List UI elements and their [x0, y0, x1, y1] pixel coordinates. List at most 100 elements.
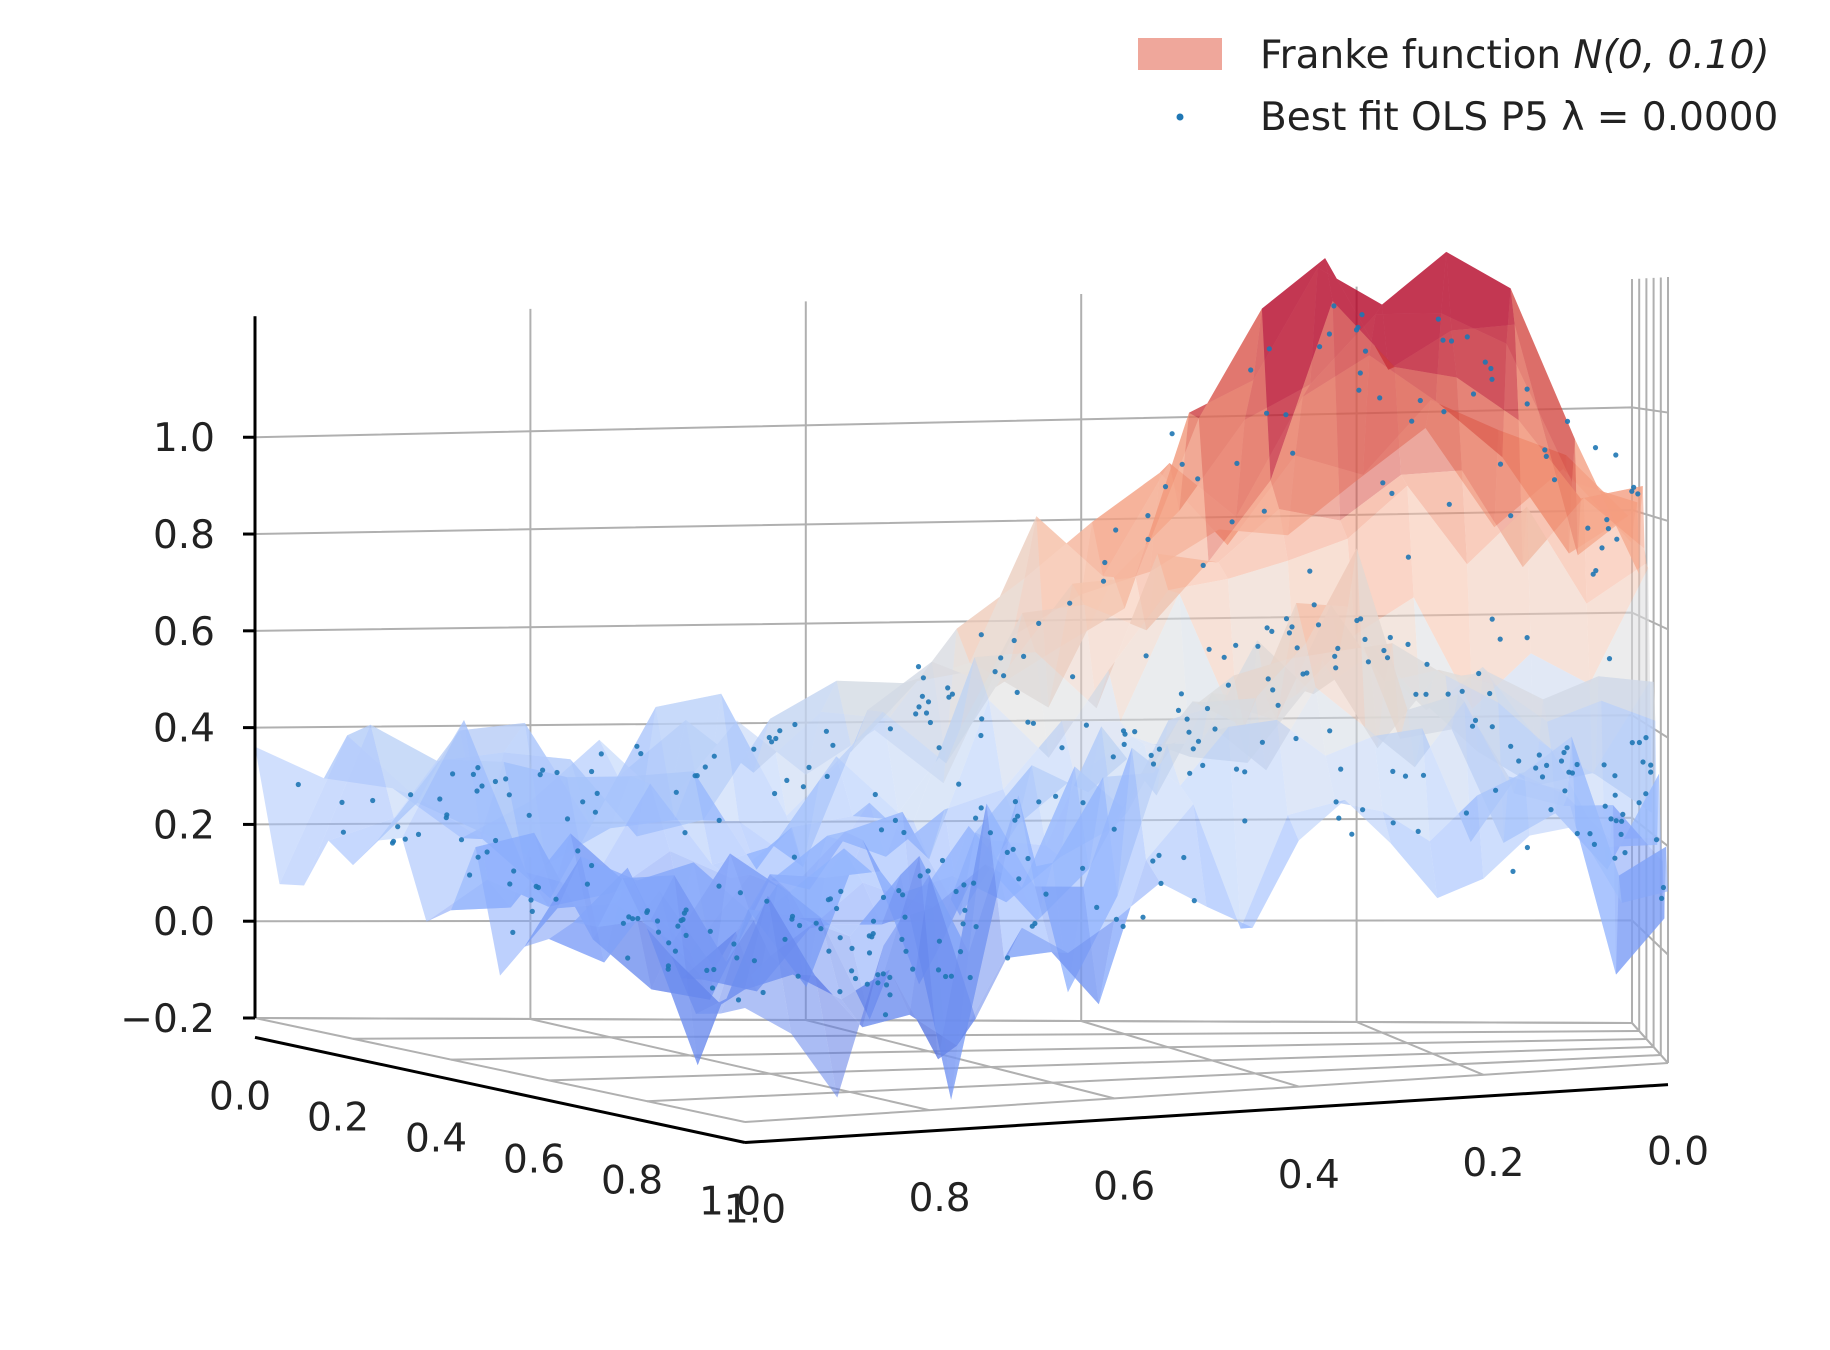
surface-facet	[1296, 548, 1357, 644]
fit-point	[1629, 488, 1635, 494]
fit-point	[1113, 916, 1119, 922]
floor-gridline-y	[1080, 1020, 1300, 1088]
fit-point	[704, 967, 710, 974]
surface-facet	[693, 771, 775, 870]
fit-point	[1489, 376, 1495, 382]
fit-point	[1143, 653, 1149, 659]
surface-facet	[960, 613, 1036, 729]
fit-point	[1195, 738, 1202, 744]
fit-point	[1283, 412, 1289, 418]
fit-point	[1156, 746, 1162, 752]
fit-point	[960, 921, 966, 927]
fit-point	[1113, 527, 1119, 533]
z-tick-label: 0.8	[153, 513, 215, 558]
fit-point	[915, 664, 922, 670]
surface-facet	[1157, 553, 1228, 591]
fit-point	[936, 745, 942, 751]
fit-point	[1187, 770, 1193, 776]
fit-point	[1289, 624, 1295, 630]
fit-point	[709, 985, 716, 991]
fit-point	[880, 894, 887, 901]
fit-point	[1360, 807, 1366, 813]
fit-point	[1635, 491, 1641, 497]
fit-point	[467, 872, 473, 878]
fit-point	[511, 868, 517, 874]
fit-point	[1620, 811, 1626, 818]
fit-point	[564, 816, 571, 822]
surface-facet	[836, 756, 914, 822]
fit-point	[998, 655, 1004, 661]
fit-point	[872, 791, 878, 798]
surface-facet	[767, 895, 838, 1098]
fit-point	[1333, 799, 1339, 805]
fit-point	[935, 967, 942, 973]
fit-point	[936, 938, 943, 944]
fit-point	[1304, 670, 1310, 676]
fit-point	[535, 884, 542, 891]
fit-point	[1355, 324, 1361, 330]
fit-point	[813, 920, 819, 926]
surface-facet	[1208, 480, 1280, 563]
y-axis-line	[744, 1083, 1669, 1145]
surface-facet	[1340, 474, 1408, 539]
fit-point	[1357, 370, 1363, 376]
fit-point	[1145, 513, 1151, 519]
fit-point	[1599, 545, 1605, 551]
fit-point	[764, 898, 770, 904]
fit-point	[1489, 616, 1495, 622]
fit-point	[1195, 476, 1201, 482]
fit-point	[1631, 484, 1637, 490]
z-tick-label: 1.0	[153, 416, 215, 461]
fit-point	[625, 955, 631, 961]
fit-point	[1156, 852, 1162, 859]
fit-point	[978, 732, 984, 739]
fit-point	[1354, 617, 1360, 624]
fit-point	[978, 632, 984, 638]
fit-point	[1459, 688, 1465, 694]
surface-facet	[1477, 772, 1530, 879]
fit-point	[1290, 450, 1296, 456]
fit-point	[540, 767, 546, 773]
surface-facet	[1103, 463, 1180, 578]
fit-point	[1012, 799, 1019, 805]
fit-point	[882, 1012, 889, 1018]
fit-point	[589, 768, 595, 775]
fit-point	[910, 966, 916, 972]
fit-point	[594, 790, 600, 797]
fit-point	[1622, 850, 1628, 856]
fit-point	[1636, 739, 1642, 746]
fit-point	[1569, 770, 1575, 776]
surface-facet	[1168, 578, 1238, 729]
fit-point	[1636, 800, 1642, 806]
surface-facet	[774, 756, 853, 846]
fit-point	[1307, 568, 1313, 574]
fit-point	[1032, 920, 1038, 927]
z-tick-label: 0.0	[153, 900, 215, 945]
surface-facet	[1388, 330, 1457, 378]
fit-point	[1025, 719, 1031, 725]
floor-gridline-y	[1631, 1022, 1669, 1064]
fit-point	[1335, 645, 1341, 652]
surface-facet	[799, 918, 870, 1020]
fit-point	[1591, 841, 1597, 848]
fit-point	[1265, 676, 1271, 682]
fit-point	[923, 710, 930, 716]
floor-gridline-x	[744, 1062, 1669, 1123]
surface-facet	[1571, 736, 1622, 903]
z-tick-label: −0.2	[120, 997, 215, 1042]
fit-point	[782, 936, 788, 942]
surface-facet	[1325, 736, 1383, 812]
surface-facet	[1526, 506, 1590, 685]
axes	[253, 316, 1669, 1145]
fit-point	[537, 772, 543, 778]
surface-facet	[1487, 671, 1548, 722]
fit-point	[340, 829, 346, 835]
fit-point	[1021, 653, 1027, 660]
fit-point	[529, 908, 535, 915]
fit-point	[791, 854, 798, 860]
fit-point	[339, 799, 345, 806]
surface-facet	[769, 848, 844, 892]
fit-point	[1030, 720, 1036, 726]
surface-facet	[1266, 687, 1326, 771]
y-tick-label: 0.2	[1462, 1141, 1524, 1186]
